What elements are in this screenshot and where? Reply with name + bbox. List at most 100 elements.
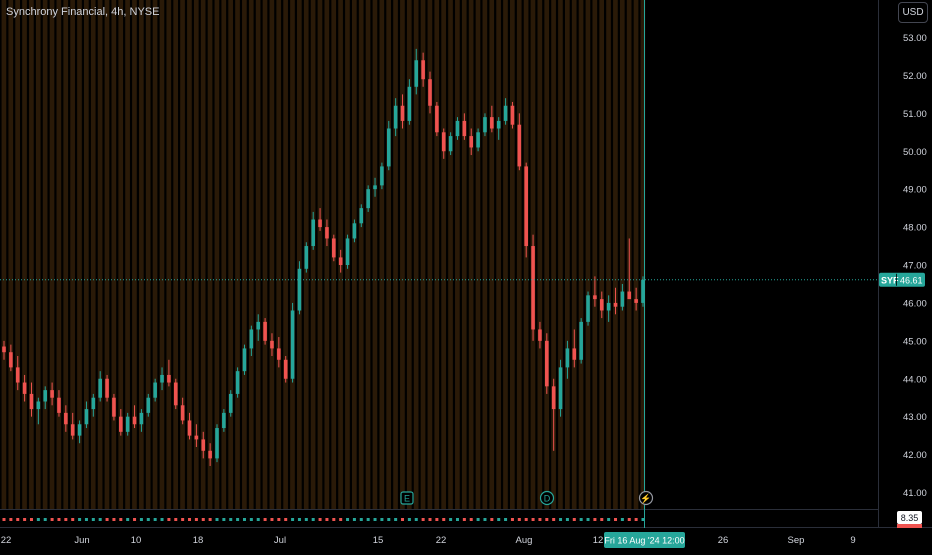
session-stripe bbox=[365, 0, 371, 509]
last-price-symbol: SYF bbox=[881, 275, 899, 285]
indicator-bar bbox=[435, 518, 439, 521]
indicator-bar bbox=[517, 518, 521, 521]
indicator-bar bbox=[91, 518, 95, 521]
indicator-bar bbox=[181, 518, 185, 521]
earnings-event-icon[interactable]: E bbox=[400, 491, 414, 505]
candle bbox=[153, 378, 157, 402]
candle bbox=[222, 409, 226, 432]
indicator-bar bbox=[545, 518, 549, 521]
session-stripe bbox=[386, 0, 392, 509]
candle bbox=[428, 71, 432, 114]
candle-body bbox=[201, 439, 206, 451]
candle bbox=[15, 356, 20, 391]
candle-body bbox=[428, 79, 432, 106]
candle bbox=[50, 382, 54, 406]
candle-body bbox=[393, 105, 398, 129]
candle bbox=[634, 287, 638, 311]
candle-body bbox=[558, 367, 563, 410]
candle-body bbox=[455, 120, 460, 137]
candle bbox=[407, 79, 412, 125]
indicator-bar bbox=[242, 518, 246, 521]
session-stripe bbox=[564, 0, 570, 509]
candle-body bbox=[2, 346, 6, 353]
indicator-bar bbox=[339, 518, 343, 521]
indicator-bar bbox=[627, 518, 631, 521]
candle bbox=[345, 234, 350, 269]
split-label: ⚡ bbox=[640, 493, 651, 505]
candle-body bbox=[606, 302, 611, 311]
session-stripe bbox=[496, 0, 501, 509]
price-tick-label: 45.00 bbox=[903, 336, 927, 347]
indicator-bar bbox=[531, 518, 535, 521]
candle bbox=[187, 412, 192, 440]
indicator-bar bbox=[311, 518, 315, 521]
price-tick-label: 48.00 bbox=[903, 223, 927, 234]
session-stripe bbox=[599, 0, 605, 509]
candle bbox=[565, 340, 570, 379]
dividend-event-icon[interactable]: D bbox=[539, 490, 555, 506]
time-tick-label: 15 bbox=[373, 535, 384, 546]
candle-body bbox=[84, 409, 89, 425]
session-stripe bbox=[111, 0, 117, 509]
candle-series bbox=[2, 48, 645, 466]
indicator-bar bbox=[366, 518, 370, 521]
indicator-bar bbox=[572, 518, 576, 521]
session-stripe bbox=[310, 0, 316, 509]
session-stripe bbox=[242, 0, 247, 509]
candle bbox=[414, 48, 419, 95]
candle bbox=[91, 393, 96, 417]
candle-body bbox=[586, 295, 590, 322]
indicator-bar bbox=[483, 518, 487, 521]
indicator-bar bbox=[325, 518, 329, 521]
indicator-bar bbox=[552, 518, 556, 521]
last-price-badge-bg bbox=[879, 272, 925, 287]
indicator-bar bbox=[414, 518, 418, 521]
indicator-bar bbox=[291, 518, 295, 521]
session-stripe bbox=[372, 0, 378, 509]
candle bbox=[599, 291, 604, 319]
candle-body bbox=[613, 302, 618, 307]
session-stripe bbox=[468, 0, 474, 509]
session-stripe bbox=[537, 0, 543, 509]
session-stripe bbox=[200, 0, 206, 509]
session-stripe bbox=[551, 0, 556, 509]
candle-body bbox=[208, 450, 212, 459]
candle bbox=[524, 162, 528, 258]
split-event-icon[interactable]: ⚡ bbox=[638, 490, 654, 506]
price-tick-label: 41.00 bbox=[903, 488, 927, 499]
candle-body bbox=[173, 382, 178, 406]
candle bbox=[167, 359, 171, 387]
indicator-bar bbox=[318, 518, 322, 521]
candle bbox=[531, 234, 535, 341]
indicator-bar bbox=[126, 518, 130, 521]
indicator-bar bbox=[394, 518, 398, 521]
session-stripe bbox=[193, 0, 199, 509]
session-stripe bbox=[145, 0, 151, 509]
indicator-bar bbox=[57, 518, 61, 521]
indicator-bar bbox=[634, 518, 638, 521]
currency-button[interactable]: USD bbox=[898, 2, 928, 23]
candle-body bbox=[359, 208, 364, 224]
candle-body bbox=[304, 246, 309, 269]
price-tick-label: 50.00 bbox=[903, 147, 927, 158]
session-stripe bbox=[269, 0, 275, 509]
candle bbox=[627, 238, 632, 300]
candle bbox=[510, 101, 515, 129]
candle-body bbox=[77, 424, 82, 436]
candle-body bbox=[270, 340, 274, 349]
indicator-bar bbox=[270, 518, 274, 521]
candle-body bbox=[70, 424, 75, 436]
indicator-bar bbox=[579, 518, 583, 521]
session-stripe bbox=[544, 0, 550, 509]
session-stripe bbox=[262, 0, 268, 509]
time-tick-label: Jun bbox=[74, 535, 89, 546]
session-stripe bbox=[35, 0, 41, 509]
indicator-bar bbox=[9, 518, 13, 521]
session-stripe bbox=[29, 0, 34, 509]
candle-body bbox=[22, 382, 27, 394]
candle-body bbox=[517, 124, 522, 167]
indicator-bar bbox=[304, 518, 308, 521]
candle bbox=[386, 120, 391, 171]
